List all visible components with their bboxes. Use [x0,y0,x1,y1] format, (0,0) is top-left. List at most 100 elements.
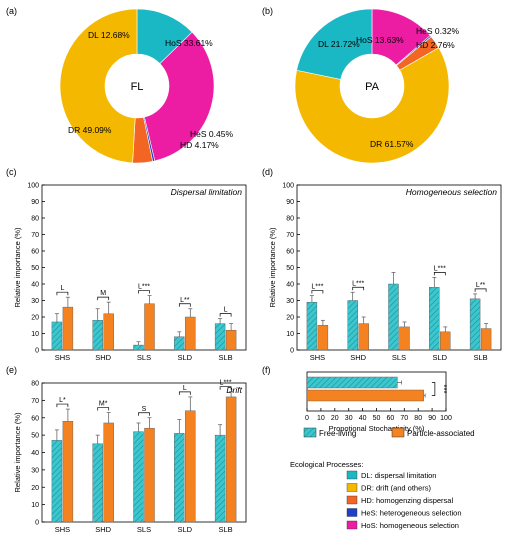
donut-center-label: FL [131,81,144,93]
y-tick-label: 90 [31,199,39,206]
bar-free-SLB [214,323,226,351]
panel-label-b: (b) [262,6,273,16]
bar-free-SLD [174,433,185,523]
legend-swatch-dl [346,470,358,480]
significance-bracket [433,272,446,276]
legend-swatch-particle [391,427,405,438]
bar-chart-dispersal-limitation: 0 10 20 30 40 50 60 70 80 90 100 Relative importanc… [13,183,247,362]
bar-particle-SHD [358,323,369,351]
y-tick-label: 80 [31,216,39,223]
significance-bracket [219,386,232,390]
legend-swatch-hos [346,520,358,530]
x-tick-label: 90 [428,415,436,422]
x-tick-label: SLB [219,353,233,362]
x-tick-label: SLS [137,525,151,534]
x-tick-label: SLD [178,525,193,534]
x-tick-label: SHS [55,525,70,534]
significance-bracket [97,407,110,411]
bar-particle-SHD [103,313,114,351]
donut-slice-label-hes: HeS 0.45% [190,129,233,139]
y-tick-label: 40 [286,282,294,289]
donut-slice-dl [296,8,373,80]
bar-particle-SLB [225,330,237,351]
significance-bracket [219,313,232,317]
bar-particle-SLD [185,316,196,351]
y-tick-label: 10 [286,331,294,338]
donut-chart-fl: FL DL 12.68% HoS 33.61% HeS 0.45%HD 4.17% DR… [59,8,233,164]
y-tick-label: 0 [35,520,39,527]
x-tick-label: SHD [95,525,111,534]
bar-particle-SLD [185,410,196,523]
panel-label-d: (d) [262,167,273,177]
legend-label-particle: Particle-associated [407,429,475,438]
donut-slice-label-hd: HD 2.76% [416,40,455,50]
x-tick-label: SHD [350,353,366,362]
donut-slice-label-dr: DR 49.09% [68,125,112,135]
panel-label-f: (f) [262,365,271,375]
panel-label-e: (e) [6,365,17,375]
donut-slice-label-hos: HoS 13.63% [356,35,404,45]
donut-chart-pa: PA HoS 13.63% HeS 0.32% HD 2.76% DR 61.57% DL… [294,8,459,164]
bar-chart-stochasticity: 0 10 20 30 40 50 60 70 80 90 100 Propotional Stocha… [305,371,452,433]
significance-bracket [56,291,69,296]
significance-label: L [224,307,228,314]
x-tick-label: 40 [359,415,367,422]
legend-ecological-processes: Ecological Processes: DL: dispersal limit… [290,460,462,530]
bar-free-SHD [347,300,358,351]
bar-particle [306,389,424,402]
bar-particle-SLS [144,427,155,523]
y-tick-label: 30 [31,298,39,305]
bar-free-SLS [133,344,144,351]
legend-sample-type: Free-living Particle-associated [303,427,475,438]
y-tick-label: 30 [286,298,294,305]
y-tick-label: 0 [290,348,294,355]
y-tick-label: 50 [286,265,294,272]
significance-label: L** [476,282,486,289]
x-tick-label: SLS [137,353,151,362]
y-tick-label: 10 [31,502,39,509]
bar-chart-drift: 0 10 20 30 40 50 60 70 80 Relative importance (%)… [13,380,247,534]
bar-free [306,376,398,389]
x-tick-label: SHD [95,353,111,362]
y-axis-label: Relative importance (%) [13,227,22,308]
x-tick-label: SLD [433,353,448,362]
significance-bracket [138,290,150,294]
bar-free-SLB [214,434,226,523]
donut-slice-label-hos: HoS 33.61% [165,38,213,48]
donut-slice-label-hd: HD 4.17% [180,140,219,150]
significance-bracket [178,303,191,307]
y-tick-label: 70 [31,398,39,405]
panel-title: Dispersal limitation [171,187,243,197]
x-tick-label: SLD [178,353,193,362]
bar-particle-SHS [317,325,329,351]
bar-free-SHS [51,321,63,351]
bar-free-SLD [429,287,440,351]
y-axis-label: Relative importance (%) [13,412,22,493]
significance-label: L* [59,397,66,404]
panel-label-c: (c) [6,167,17,177]
significance-label: L*** [434,265,446,272]
legend-label-hos: HoS: homogeneous selection [361,521,459,530]
x-axis-label: Propotional Stochasticity (%) [329,424,425,433]
y-tick-label: 70 [286,232,294,239]
legend-label-hd: HD: homogenzing dispersal [361,496,453,505]
y-tick-label: 30 [31,467,39,474]
legend-label-dr: DR: drift (and others) [361,484,432,493]
y-tick-label: 80 [31,381,39,388]
y-tick-label: 20 [286,315,294,322]
significance-label: S [142,406,147,413]
legend-swatch-hd [346,495,358,505]
significance-label: M [100,290,106,297]
significance-bracket [97,296,110,301]
x-tick-label: 60 [387,415,395,422]
x-tick-label: 0 [305,415,309,422]
legend-title: Ecological Processes: [290,460,363,469]
bar-particle-SLD [440,331,451,351]
significance-bracket [431,382,436,396]
donut-slice-label-hes: HeS 0.32% [416,26,459,36]
donut-slice-hos [144,31,215,162]
legend-swatch-hes [346,508,358,517]
y-tick-label: 10 [31,331,39,338]
significance-bracket [138,412,150,416]
donut-slice-label-dr: DR 61.57% [370,139,414,149]
